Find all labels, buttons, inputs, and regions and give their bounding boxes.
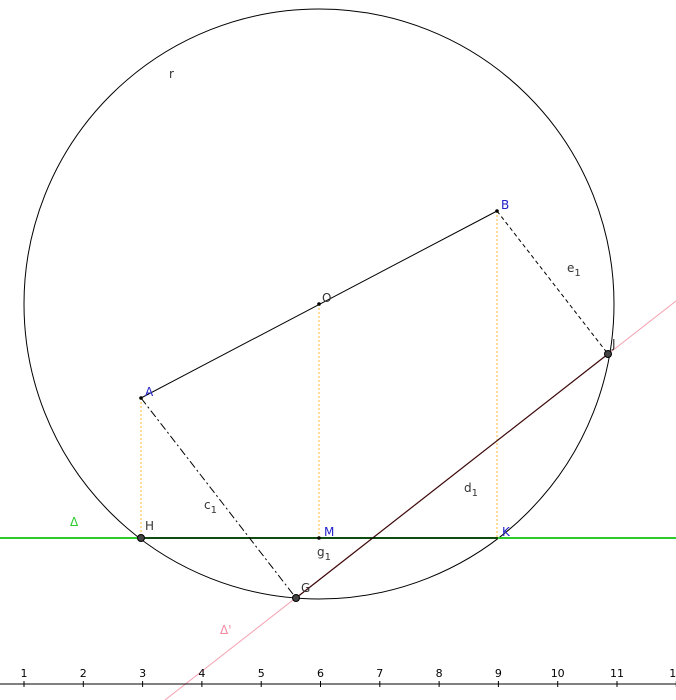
x-tick-label: 3 xyxy=(139,667,146,680)
point-o xyxy=(317,302,321,306)
label-j: J xyxy=(611,337,616,351)
segment-e1 xyxy=(496,210,609,355)
label-delta: Δ xyxy=(70,515,79,529)
small-points xyxy=(139,209,499,540)
label-text: d xyxy=(464,481,472,495)
label-sub: 1 xyxy=(472,488,478,499)
point-b xyxy=(495,209,499,213)
large-points xyxy=(137,350,612,602)
label-sub: 1 xyxy=(211,505,217,516)
label-c1: c1 xyxy=(204,498,217,516)
label-sub: 1 xyxy=(574,268,580,279)
x-tick-label: 5 xyxy=(258,667,265,680)
x-tick-label: 12 xyxy=(669,667,676,680)
label-k: K xyxy=(502,525,511,539)
label-sub: 1 xyxy=(325,552,331,563)
segment-d1 xyxy=(295,353,609,599)
projections xyxy=(140,211,498,538)
x-tick-label: 7 xyxy=(376,667,383,680)
x-tick-label: 11 xyxy=(610,667,624,680)
circle-r xyxy=(23,8,615,600)
x-tick-label: 2 xyxy=(80,667,87,680)
x-tick-label: 4 xyxy=(198,667,205,680)
point-h xyxy=(137,534,145,542)
label-d1: d1 xyxy=(464,481,478,499)
label-h: H xyxy=(145,519,154,533)
label-delta-prime: Δ' xyxy=(220,623,232,637)
x-tick-label: 10 xyxy=(551,667,565,680)
point-m xyxy=(317,536,321,540)
label-a: A xyxy=(145,385,154,399)
label-g: G xyxy=(301,581,310,595)
label-text: e xyxy=(567,261,574,275)
point-g xyxy=(292,594,300,602)
segment-c1 xyxy=(140,397,297,599)
label-e1: e1 xyxy=(567,261,581,279)
point-j xyxy=(604,350,612,358)
x-tick-label: 6 xyxy=(317,667,324,680)
label-r: r xyxy=(169,67,174,81)
label-text: g xyxy=(317,545,325,559)
label-g1: g1 xyxy=(317,545,331,563)
x-tick-label: 1 xyxy=(21,667,28,680)
label-m: M xyxy=(324,525,334,539)
label-text: c xyxy=(204,498,211,512)
x-tick-label: 9 xyxy=(495,667,502,680)
x-tick-label: 8 xyxy=(436,667,443,680)
point-a xyxy=(139,396,143,400)
label-o: O xyxy=(322,291,331,305)
label-b: B xyxy=(501,198,509,212)
